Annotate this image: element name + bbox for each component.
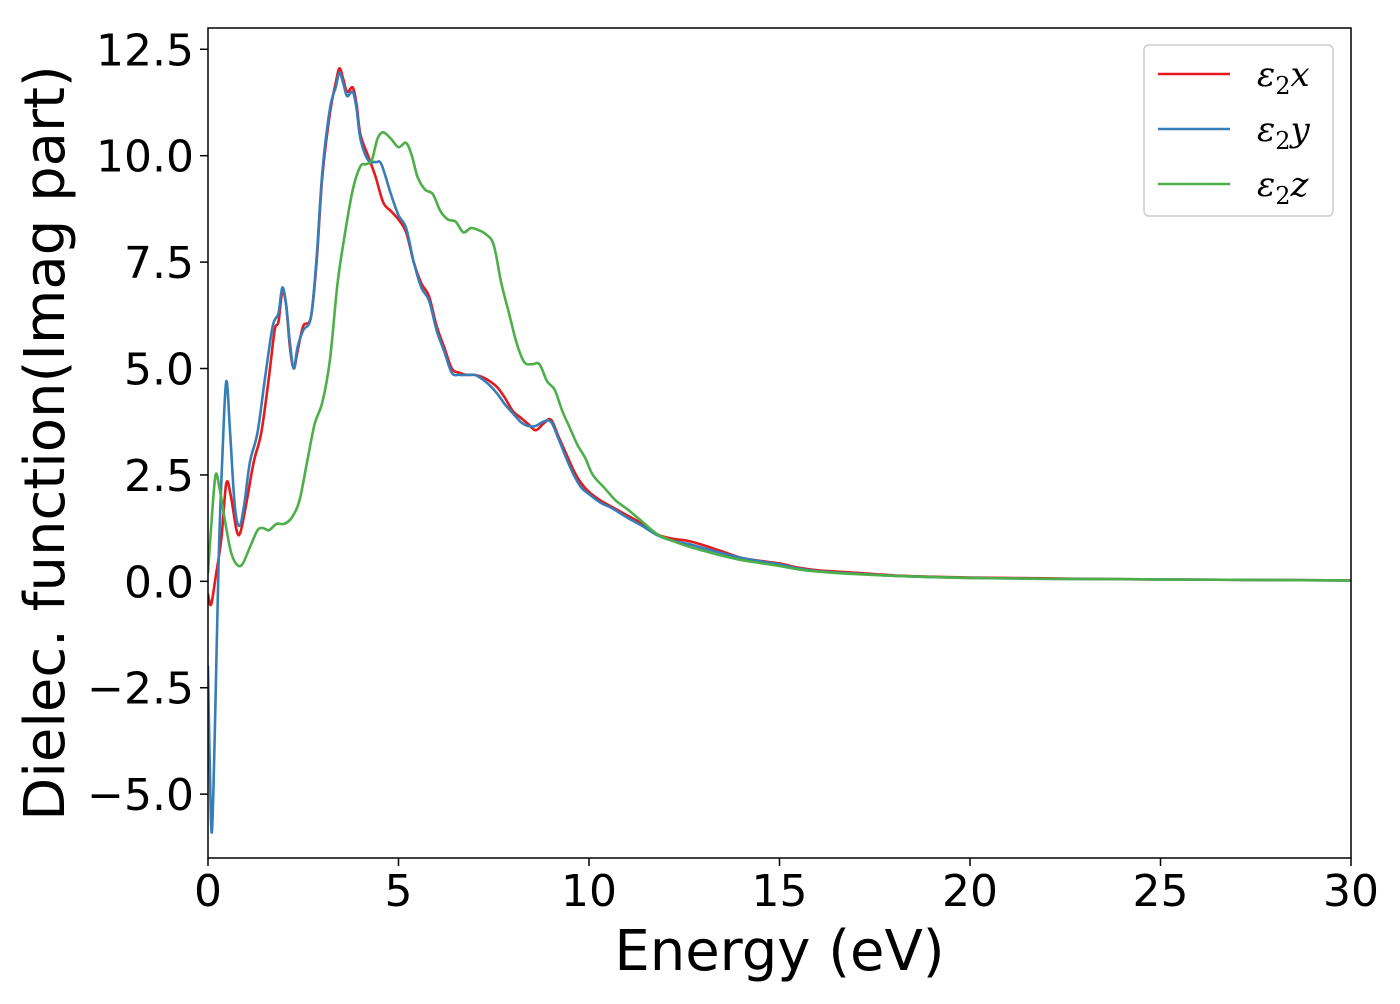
x-tick-label: 0 <box>194 866 222 917</box>
y-tick-label: 7.5 <box>124 238 194 289</box>
y-axis-title: Dielec. function(Imag part) <box>13 65 78 821</box>
legend-subscript: 2 <box>1275 127 1290 155</box>
legend-box <box>1143 44 1334 217</box>
x-tick-label: 10 <box>561 866 617 917</box>
x-tick-label: 5 <box>385 866 413 917</box>
y-tick-label: 0.0 <box>124 557 194 608</box>
legend-symbol: ε <box>1257 165 1275 205</box>
x-tick-label: 25 <box>1133 866 1189 917</box>
series-layer <box>208 67 1351 834</box>
legend-label-y: ε2y <box>1257 110 1311 155</box>
series-line-z <box>208 130 1351 582</box>
y-tick-label: 5.0 <box>124 345 194 396</box>
legend-subscript: 2 <box>1275 182 1290 210</box>
legend-label-x: ε2x <box>1257 55 1310 100</box>
legend-label-z: ε2z <box>1257 165 1310 210</box>
series-line-y <box>208 71 1351 834</box>
x-tick-label: 15 <box>752 866 808 917</box>
y-tick-label: −2.5 <box>87 664 194 715</box>
y-tick-label: −5.0 <box>87 770 194 821</box>
legend-variable: y <box>1289 110 1311 150</box>
legend-variable: z <box>1290 165 1310 205</box>
legend-subscript: 2 <box>1275 72 1290 100</box>
y-axis: −5.0 −2.5 0.0 2.5 5.0 7.5 10.0 12.5 <box>87 25 208 821</box>
legend-symbol: ε <box>1257 110 1275 150</box>
y-tick-label: 2.5 <box>124 451 194 502</box>
legend-variable: x <box>1291 55 1310 95</box>
y-tick-label: 10.0 <box>96 132 194 183</box>
legend-symbol: ε <box>1257 55 1275 95</box>
x-axis: 0 5 10 15 20 25 30 <box>194 858 1379 917</box>
x-tick-label: 30 <box>1323 866 1379 917</box>
x-tick-label: 20 <box>942 866 998 917</box>
y-tick-label: 12.5 <box>96 25 194 76</box>
x-axis-title: Energy (eV) <box>614 919 944 984</box>
